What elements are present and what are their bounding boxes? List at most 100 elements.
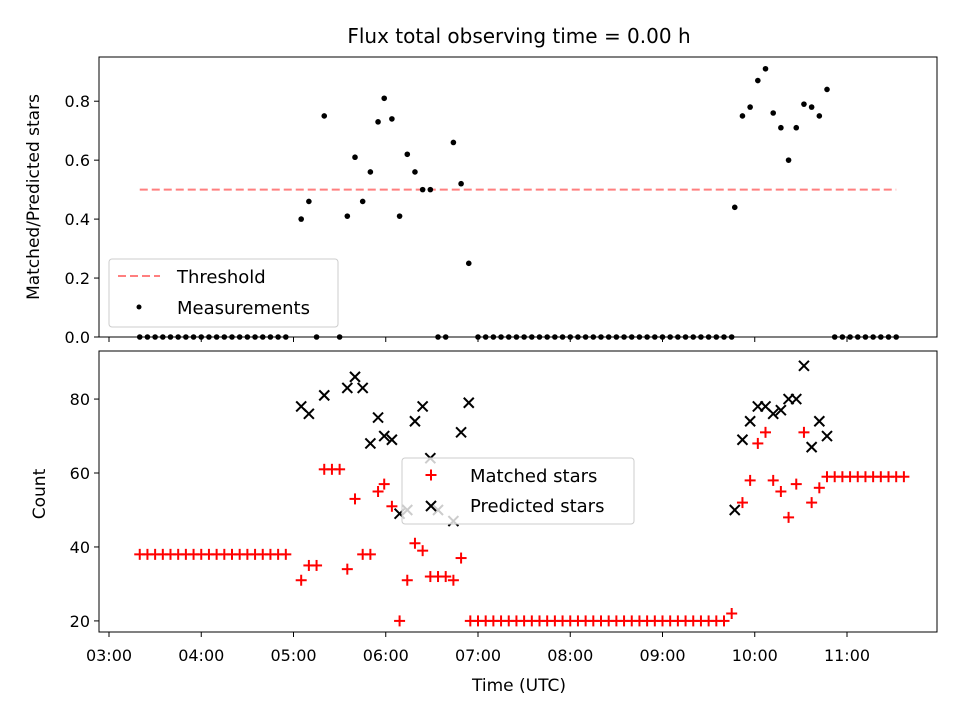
predicted-stars-point xyxy=(767,408,779,420)
predicted-stars-point xyxy=(416,400,429,413)
matched-stars-point xyxy=(394,615,406,627)
predicted-stars-point xyxy=(736,434,749,446)
matched-stars-point xyxy=(790,478,802,490)
predicted-stars-point xyxy=(356,382,369,394)
matched-stars-point xyxy=(349,493,361,505)
measurements-legend-swatch xyxy=(136,304,142,310)
count-panel: Count Time (UTC) 20 40 60 80 03:00 04:00 05:00… xyxy=(30,350,938,696)
matched-stars-point xyxy=(783,511,795,523)
count-plot-frame xyxy=(98,350,938,633)
measurement-point xyxy=(298,216,304,222)
chart-title: Flux total observing time = 0.00 h xyxy=(347,24,690,48)
ratio-panel: Flux total observing time = 0.00 h Match… xyxy=(24,24,938,347)
y-axis-label-count: Count xyxy=(30,468,50,519)
measurement-point xyxy=(778,124,784,131)
matched-stars-point xyxy=(386,500,398,512)
y-tick-label: 60 xyxy=(70,464,90,483)
ratio-ticks: 0.0 0.2 0.4 0.6 0.8 xyxy=(65,92,848,347)
measurement-point xyxy=(816,113,823,119)
predicted-stars-point xyxy=(386,434,398,446)
measurement-point xyxy=(739,113,746,119)
measurement-point xyxy=(427,186,434,193)
y-tick-label: 80 xyxy=(70,390,90,409)
y-tick-label: 20 xyxy=(70,612,90,631)
matched-stars-point xyxy=(455,552,467,564)
matched-stars-point xyxy=(341,563,353,575)
matched-legend-label: Matched stars xyxy=(470,466,597,487)
measurement-point xyxy=(762,65,769,72)
matched-stars-point xyxy=(401,574,413,586)
measurement-point xyxy=(755,77,761,84)
measurement-point xyxy=(404,151,411,158)
ratio-legend-box xyxy=(108,258,339,328)
y-tick-label: 0.6 xyxy=(65,151,90,170)
matched-stars-point xyxy=(440,571,452,583)
x-tick-label: 11:00 xyxy=(824,646,870,665)
predicted-stars-point xyxy=(805,441,818,453)
x-tick-label: 08:00 xyxy=(547,646,593,665)
measurement-point xyxy=(450,139,457,146)
predicted-stars-point xyxy=(821,430,833,442)
predicted-stars-point xyxy=(813,415,826,427)
y-tick-label: 0.0 xyxy=(65,328,90,347)
measurement-point xyxy=(389,116,395,122)
x-tick-label: 09:00 xyxy=(639,646,685,665)
y-tick-label: 40 xyxy=(70,538,90,557)
matched-stars-point xyxy=(378,478,390,490)
predicted-stars-point xyxy=(790,393,802,405)
measurement-point xyxy=(419,186,426,193)
predicted-stars-point xyxy=(378,430,390,442)
x-tick-label: 06:00 xyxy=(363,646,409,665)
predicted-stars-point xyxy=(372,411,384,424)
y-tick-label: 0.2 xyxy=(65,269,90,288)
measurement-point xyxy=(306,198,312,205)
measurement-point xyxy=(770,110,776,116)
measurement-point xyxy=(458,180,464,187)
matched-stars-point xyxy=(334,463,346,475)
measurement-point xyxy=(747,104,753,110)
measurement-point xyxy=(344,213,351,219)
predicted-stars-point xyxy=(318,389,330,402)
matched-stars-point xyxy=(736,497,748,509)
count-legend: Matched stars Predicted stars xyxy=(401,457,635,525)
predicted-stars-point xyxy=(775,404,787,416)
count-legend-box xyxy=(401,457,635,525)
measurement-point xyxy=(785,157,792,163)
ratio-plot-frame xyxy=(98,56,938,338)
matched-stars-point xyxy=(798,426,810,438)
matched-stars-point xyxy=(898,471,910,483)
measurement-point xyxy=(793,124,800,131)
matched-stars-point xyxy=(409,537,421,549)
matched-stars-point xyxy=(813,482,825,494)
predicted-stars-point xyxy=(744,415,756,427)
matched-stars-point xyxy=(364,548,376,560)
measurement-point xyxy=(465,260,472,267)
matched-stars-point xyxy=(767,474,779,486)
measurement-point xyxy=(367,169,374,175)
measurement-point xyxy=(731,204,738,211)
predicted-stars-point xyxy=(341,382,354,394)
predicted-stars-point xyxy=(303,408,315,420)
count-ticks: 20 40 60 80 03:00 04:00 05:00 06:00 07:00 08:00 09… xyxy=(70,390,870,665)
measurement-point xyxy=(801,101,807,107)
measurement-point xyxy=(396,213,403,219)
matched-stars-point xyxy=(806,497,818,509)
measurements-legend-label: Measurements xyxy=(177,298,310,319)
ratio-legend: Threshold Measurements xyxy=(108,258,339,328)
matched-stars-point xyxy=(417,545,429,557)
y-tick-label: 0.8 xyxy=(65,92,90,111)
matched-stars-point xyxy=(447,574,459,586)
matched-stars-point xyxy=(311,559,323,571)
x-tick-label: 05:00 xyxy=(270,646,316,665)
matched-stars-point xyxy=(775,486,787,497)
matched-stars-point xyxy=(280,548,292,560)
y-tick-label: 0.4 xyxy=(65,210,90,229)
matched-stars-point xyxy=(718,615,730,627)
predicted-stars-point xyxy=(463,397,475,409)
matched-stars-point xyxy=(295,574,307,586)
matched-stars-point xyxy=(726,608,738,620)
matched-stars-point xyxy=(744,474,756,486)
measurement-point xyxy=(381,95,388,102)
x-tick-label: 04:00 xyxy=(178,646,224,665)
